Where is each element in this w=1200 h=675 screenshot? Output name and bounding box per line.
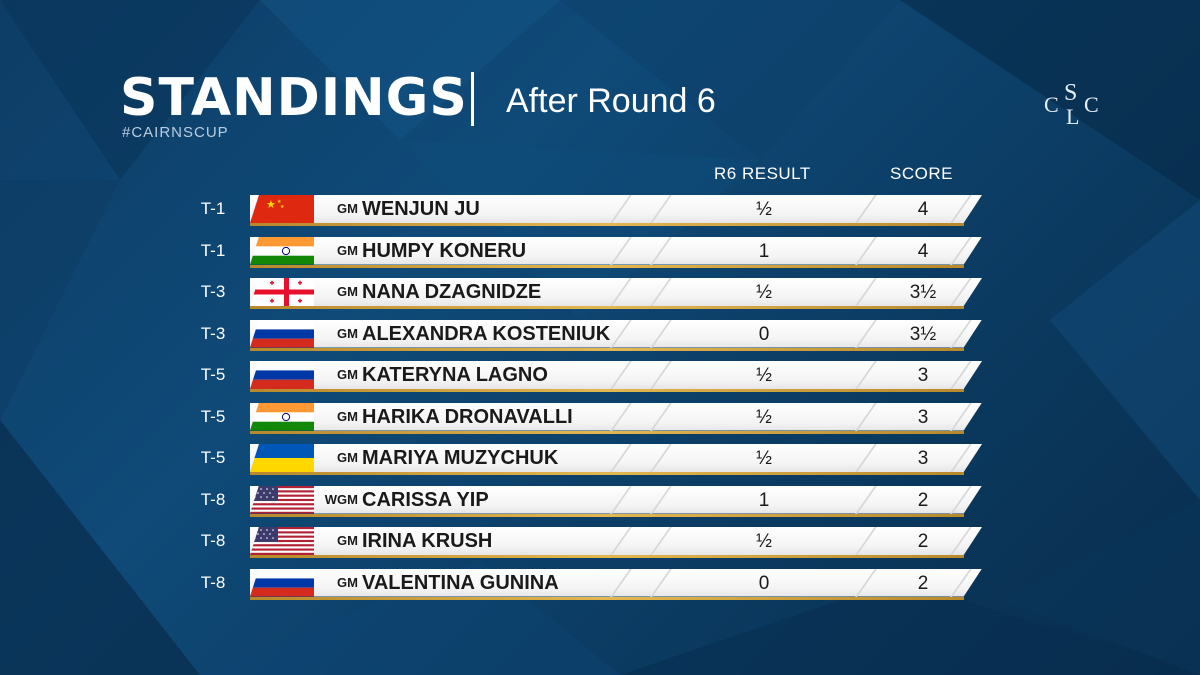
logo-letter: L — [1066, 104, 1080, 129]
logo-letter: S — [1064, 80, 1078, 106]
round-result: ½ — [756, 282, 772, 303]
row-gold-underline — [250, 306, 964, 309]
chess-title: GM — [337, 533, 358, 548]
ukraine-flag-icon — [250, 444, 314, 472]
total-score: 2 — [917, 572, 929, 594]
round-result: 1 — [758, 489, 770, 511]
row-gold-underline — [250, 430, 964, 434]
player-name: NANA DZAGNIDZE — [362, 281, 542, 303]
georgia-flag-icon — [250, 278, 314, 306]
rank-label: T-5 — [200, 448, 226, 467]
rank-label: T-8 — [200, 572, 226, 592]
table-row: T-8 WGM CARISSA YIP 1 2 — [0, 485, 1200, 518]
round-result: 1 — [758, 240, 770, 262]
india-flag-icon — [250, 402, 314, 431]
chess-title: GM — [337, 574, 358, 590]
total-score: 3 — [917, 365, 929, 386]
round-result: ½ — [756, 531, 772, 552]
chess-title: GM — [337, 408, 358, 424]
row-gold-underline — [250, 555, 964, 558]
row-gold-underline — [250, 264, 964, 268]
column-header-result: R6 RESULT — [714, 164, 811, 183]
table-row: T-3 GM ALEXANDRA KOSTENIUK 0 3½ — [0, 319, 1200, 352]
russia-flag-icon — [250, 361, 314, 389]
player-name: CARISSA YIP — [362, 488, 489, 511]
rank-label: T-1 — [200, 240, 226, 260]
rank-label: T-1 — [200, 199, 226, 218]
chess-title: GM — [337, 201, 358, 216]
china-flag-icon: ★ ★ ★ — [250, 195, 314, 223]
page-subtitle: After Round 6 — [506, 82, 716, 120]
player-name: MARIYA MUZYCHUK — [362, 447, 559, 469]
table-row: T-8 GM VALENTINA GUNINA 0 2 — [0, 568, 1200, 601]
russia-flag-icon — [250, 568, 314, 597]
chess-title: GM — [337, 325, 358, 341]
player-name: VALENTINA GUNINA — [362, 571, 559, 594]
total-score: 3½ — [909, 323, 937, 345]
rank-label: T-5 — [200, 406, 226, 426]
total-score: 2 — [917, 531, 929, 552]
india-flag-icon — [250, 236, 314, 265]
player-name: HARIKA DRONAVALLI — [362, 405, 573, 428]
usa-flag-icon — [250, 485, 314, 514]
row-gold-underline — [250, 513, 964, 517]
table-row: T-3 GM NANA DZAGNIDZE ½ 3½ — [0, 278, 1200, 310]
total-score: 3½ — [909, 282, 937, 303]
row-gold-underline — [250, 596, 964, 600]
total-score: 4 — [917, 240, 929, 262]
player-name: IRINA KRUSH — [362, 530, 493, 552]
player-name: ALEXANDRA KOSTENIUK — [362, 322, 611, 345]
table-row: T-5 GM HARIKA DRONAVALLI ½ 3 — [0, 402, 1200, 435]
chess-title: GM — [337, 242, 358, 258]
column-header-score: SCORE — [890, 164, 953, 183]
russia-flag-icon — [250, 319, 314, 348]
round-result: ½ — [756, 448, 772, 469]
round-result: ½ — [756, 365, 772, 386]
page-title: STANDINGS — [120, 68, 468, 128]
round-result: ½ — [756, 406, 772, 428]
total-score: 4 — [917, 199, 929, 220]
round-result: ½ — [756, 199, 772, 220]
chess-title: GM — [337, 450, 358, 465]
svg-text:★: ★ — [277, 199, 282, 205]
table-row: T-1 GM HUMPY KONERU 1 4 — [0, 236, 1200, 269]
row-gold-underline — [250, 223, 964, 226]
total-score: 2 — [917, 489, 929, 511]
table-row: T-1 ★ ★ ★ GM WENJUN JU ½ 4 — [0, 195, 1200, 227]
player-name: KATERYNA LAGNO — [362, 364, 548, 386]
hashtag: #CAIRNSCUP — [122, 124, 229, 141]
rank-label: T-8 — [200, 489, 226, 509]
cslc-logo-icon: C S L C — [1040, 76, 1106, 136]
player-name: HUMPY KONERU — [362, 239, 527, 262]
table-row: T-5 GM MARIYA MUZYCHUK ½ 3 — [0, 444, 1200, 476]
chess-title: WGM — [324, 491, 358, 507]
chess-title: GM — [337, 284, 358, 299]
row-gold-underline — [250, 347, 964, 351]
chess-title: GM — [337, 367, 358, 382]
rank-label: T-3 — [200, 282, 226, 301]
rank-label: T-3 — [200, 323, 226, 343]
usa-flag-icon — [250, 527, 314, 555]
svg-text:★: ★ — [280, 204, 285, 210]
total-score: 3 — [917, 448, 929, 469]
title-divider — [471, 72, 474, 126]
round-result: 0 — [758, 572, 770, 594]
total-score: 3 — [917, 406, 929, 428]
player-name: WENJUN JU — [362, 198, 480, 220]
row-gold-underline — [250, 389, 964, 392]
svg-text:★: ★ — [266, 198, 276, 211]
table-row: T-5 GM KATERYNA LAGNO ½ 3 — [0, 361, 1200, 393]
rank-label: T-8 — [200, 531, 226, 550]
logo-letter: C — [1084, 92, 1099, 117]
logo-letter: C — [1044, 92, 1059, 117]
rank-label: T-5 — [200, 365, 226, 384]
row-gold-underline — [250, 472, 964, 475]
table-row: T-8 GM IRINA KRUSH ½ 2 — [0, 527, 1200, 559]
round-result: 0 — [758, 323, 770, 345]
